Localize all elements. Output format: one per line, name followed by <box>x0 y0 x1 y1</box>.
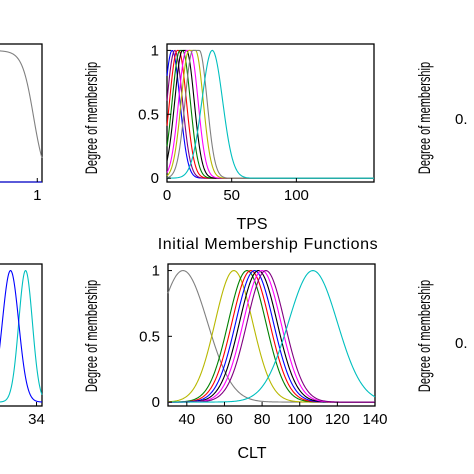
panel-frame-bottom-left <box>0 263 43 407</box>
series-line-1 <box>167 270 375 403</box>
y-tick-label: 0 <box>151 170 159 187</box>
figure-title: Initial Membership Functions <box>158 236 378 253</box>
curves-bottom-left <box>0 269 43 403</box>
y-tick-label: 1 <box>152 263 160 280</box>
x-tick-label: 50 <box>223 187 240 204</box>
ylabel-bottom-middle: Degree of membership <box>82 280 101 392</box>
series-line-6 <box>168 270 375 403</box>
x-tick-label: 34 <box>28 411 45 428</box>
series-line-1 <box>0 269 43 403</box>
ylabel-top-right: Degree of membership <box>415 62 434 174</box>
ticks-top-middle: 0 50 100 0 0.5 1 <box>138 42 309 204</box>
x-tick-label: 0 <box>163 187 171 204</box>
x-tick-label: 100 <box>284 187 309 204</box>
curves-bottom-middle <box>167 270 376 403</box>
ylabel-top-middle: Degree of membership <box>82 62 101 174</box>
panel-frame-bottom-middle <box>167 263 376 407</box>
x-tick-label: 100 <box>287 411 312 428</box>
x-tick-label: 1 <box>33 187 41 204</box>
series-line-9 <box>166 49 374 179</box>
y-tick-label: 1 <box>151 42 159 59</box>
xlabel-top-middle: TPS <box>236 216 267 233</box>
curves-top-middle <box>166 49 374 179</box>
y-tick-label: 0 <box>152 394 160 411</box>
series-line-2 <box>167 270 375 403</box>
ytick-bottom-right-partial: 0. <box>455 335 468 352</box>
x-tick-label: 80 <box>254 411 271 428</box>
ylabel-bottom-right: Degree of membership <box>415 280 434 392</box>
x-tick-label: 120 <box>325 411 350 428</box>
series-line-8 <box>168 270 375 403</box>
series-line-4 <box>166 49 374 179</box>
x-tick-label: 60 <box>216 411 233 428</box>
y-tick-label: 0.5 <box>139 328 160 345</box>
series-line-5 <box>168 270 375 403</box>
ticks-bottom-middle: 40 60 80 100 120 140 0 0.5 1 <box>139 263 387 428</box>
x-tick-label: 40 <box>178 411 195 428</box>
series-line-1 <box>0 50 43 159</box>
xlabel-bottom-middle: CLT <box>237 445 266 462</box>
ticks-bottom-left: 34 <box>28 402 45 428</box>
x-tick-label: 140 <box>362 411 387 428</box>
curves-top-left <box>0 50 43 183</box>
ytick-top-right-partial: 0. <box>455 111 468 128</box>
series-line-4 <box>168 270 375 403</box>
series-line-9 <box>168 270 376 403</box>
panel-frame-top-middle <box>166 43 375 183</box>
ticks-top-left: 1 <box>33 178 41 204</box>
y-tick-label: 0.5 <box>138 106 159 123</box>
series-line-3 <box>167 270 375 403</box>
series-line-7 <box>167 270 375 403</box>
series-line-2 <box>0 270 43 403</box>
